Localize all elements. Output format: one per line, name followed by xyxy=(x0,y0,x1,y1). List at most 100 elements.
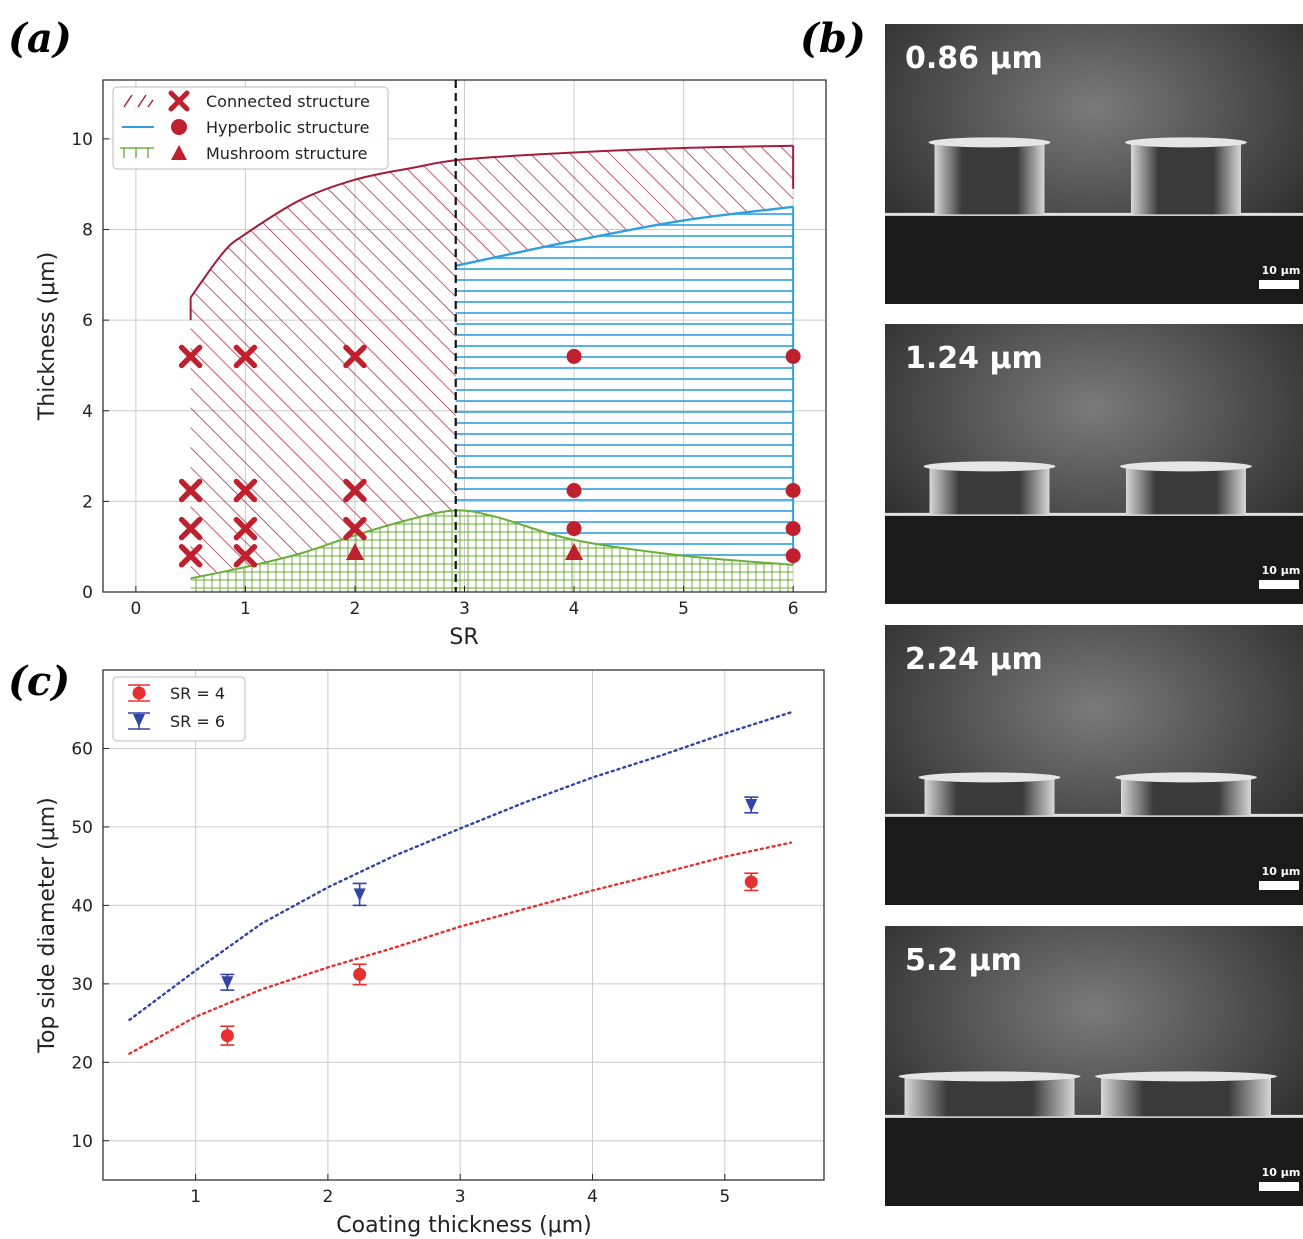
phase-diagram-chart: 0 1 2 3 4 5 6 0 2 4 6 8 10 SR Thickness (μm) Connect… xyxy=(35,79,827,650)
ticks: 0 1 2 3 4 5 6 0 2 4 6 8 10 xyxy=(71,130,798,619)
sem-image-3: 2.24 μm 10 μm xyxy=(885,625,1303,905)
y-axis-label: Top side diameter (μm) xyxy=(35,797,60,1054)
scale-bar xyxy=(1259,280,1299,289)
legend-connected-label: Connected structure xyxy=(206,92,370,111)
legend-sr6-marker-icon xyxy=(128,712,150,730)
pillar-cap xyxy=(1124,137,1247,148)
y-tick-label: 0 xyxy=(82,583,93,603)
substrate xyxy=(885,214,1303,304)
legend-sr6-label: SR = 6 xyxy=(170,712,225,731)
diameter-chart: 1 2 3 4 5 10 20 30 40 50 60 Coating thickness (μm)… xyxy=(35,669,825,1238)
x-tick-label: 3 xyxy=(455,1187,466,1207)
connected-x-marker xyxy=(233,344,258,369)
mushroom-boundary xyxy=(190,509,794,580)
hyperbolic-circle-marker xyxy=(785,483,801,499)
x-axis-label: SR xyxy=(449,625,478,650)
mushroom-triangle-marker xyxy=(345,543,364,561)
legend-triangle-marker-icon xyxy=(171,145,187,160)
thickness-label: 0.86 μm xyxy=(905,41,1043,76)
mushroom-triangle-marker xyxy=(565,543,584,561)
legend-mushroom-label: Mushroom structure xyxy=(206,144,368,163)
scale-bar-label: 10 μm xyxy=(1262,865,1301,878)
ticks: 1 2 3 4 5 10 20 30 40 50 60 xyxy=(71,739,730,1207)
pillar-cap xyxy=(1119,461,1252,472)
connected-x-marker xyxy=(233,478,258,503)
series xyxy=(128,711,793,1055)
mushroom-region xyxy=(190,510,794,592)
legend-circle-marker-icon xyxy=(171,119,187,135)
legend-sr4-marker-icon xyxy=(128,684,150,702)
pillar-cap xyxy=(918,772,1061,783)
thickness-label: 2.24 μm xyxy=(905,642,1043,677)
pillar-cap xyxy=(1094,1071,1277,1082)
pillar xyxy=(1125,466,1246,515)
legend: Connected structure Hyperbolic structure… xyxy=(112,86,389,170)
sr6-fit-line xyxy=(128,711,793,1022)
y-tick-label: 4 xyxy=(82,402,93,422)
y-tick-label: 10 xyxy=(71,1132,93,1152)
x-tick-label: 5 xyxy=(719,1187,730,1207)
sem-image-1: 0.86 μm 10 μm xyxy=(885,24,1303,304)
legend-box xyxy=(112,676,246,742)
scale-bar xyxy=(1259,580,1299,589)
connected-x-marker xyxy=(178,544,203,568)
plot-frame xyxy=(102,669,825,1181)
legend-sr4-label: SR = 4 xyxy=(170,684,225,703)
hyperbolic-circle-marker xyxy=(785,548,801,564)
pillar xyxy=(934,142,1045,215)
thickness-label: 1.24 μm xyxy=(905,341,1043,376)
hyperbolic-circle-marker xyxy=(785,348,801,364)
sr4-fit-line xyxy=(128,841,793,1055)
x-tick-label: 6 xyxy=(788,599,799,619)
y-tick-label: 6 xyxy=(82,311,93,331)
x-tick-label: 4 xyxy=(569,599,580,619)
sr6-data-point xyxy=(352,882,367,907)
scale-bar xyxy=(1259,881,1299,890)
y-tick-label: 2 xyxy=(82,492,93,512)
panel-label-c: (c) xyxy=(8,658,70,705)
y-tick-label: 60 xyxy=(71,739,93,759)
connected-x-marker xyxy=(343,344,367,369)
regions xyxy=(189,80,795,592)
pillar xyxy=(1130,142,1241,215)
scale-bar-label: 10 μm xyxy=(1262,564,1301,577)
sem-image-4: 5.2 μm 10 μm xyxy=(885,926,1303,1206)
y-tick-label: 40 xyxy=(71,896,93,916)
x-tick-label: 1 xyxy=(240,599,251,619)
sr4-data-point xyxy=(352,963,367,986)
thickness-label: 5.2 μm xyxy=(905,943,1022,978)
panel-label-b: (b) xyxy=(800,15,866,62)
legend-x-marker-icon xyxy=(168,90,190,112)
panel-label-a: (a) xyxy=(8,15,72,62)
y-tick-label: 50 xyxy=(71,818,93,838)
x-tick-label: 4 xyxy=(587,1187,598,1207)
legend: SR = 4 SR = 6 xyxy=(112,676,246,742)
pillar xyxy=(924,777,1055,816)
y-tick-label: 30 xyxy=(71,975,93,995)
hyperbolic-circle-marker xyxy=(566,483,582,499)
pillar xyxy=(929,466,1050,515)
connected-region xyxy=(190,145,794,579)
y-tick-label: 20 xyxy=(71,1053,93,1073)
connected-x-marker xyxy=(343,478,367,503)
hyperbolic-boundary xyxy=(455,205,794,267)
sem-image-2: 1.24 μm 10 μm xyxy=(885,324,1303,604)
substrate xyxy=(885,1116,1303,1206)
pillar-cap xyxy=(1114,772,1257,783)
substrate xyxy=(885,514,1303,604)
pillar xyxy=(1120,777,1251,816)
x-tick-label: 5 xyxy=(678,599,689,619)
pillar-cap xyxy=(898,1071,1081,1082)
x-tick-label: 0 xyxy=(130,599,141,619)
connected-x-marker xyxy=(233,516,258,541)
x-tick-label: 1 xyxy=(190,1187,201,1207)
legend-mushroom-swatch xyxy=(120,147,154,158)
hyperbolic-circle-marker xyxy=(785,521,801,537)
connected-x-marker xyxy=(178,516,203,541)
connected-x-marker xyxy=(233,544,258,568)
pillar-cap xyxy=(928,137,1051,148)
markers xyxy=(178,344,801,568)
y-axis-label: Thickness (μm) xyxy=(35,252,60,421)
legend-connected-swatch xyxy=(123,94,154,108)
